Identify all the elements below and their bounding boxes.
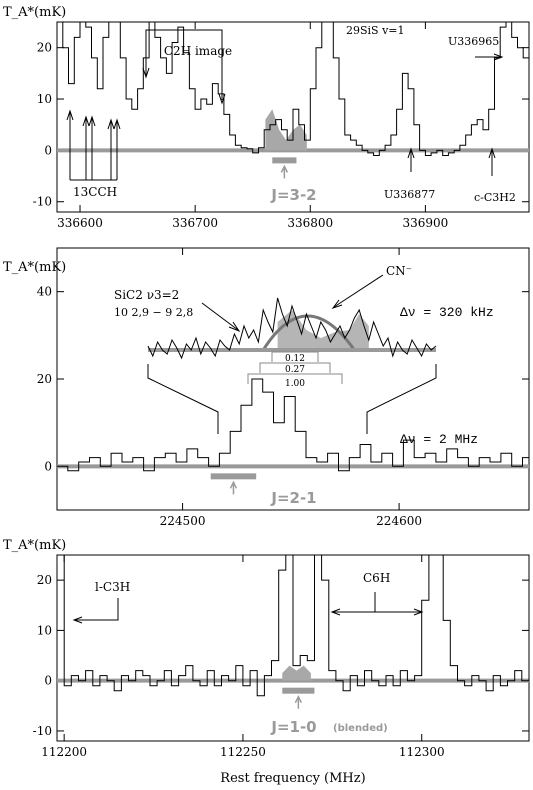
bottom-ylabel: T_A*(mK) <box>3 538 66 553</box>
top-label-u336965: U336965 <box>448 35 499 48</box>
panel-middle: 224500 224600 0 20 40 T_A*(mK) SiC2 ν3=2 10 … <box>3 247 530 528</box>
middle-ytick-label: 20 <box>37 372 52 386</box>
top-ytick-label: 0 <box>44 143 52 157</box>
middle-transition-label: J=2-1 <box>270 489 316 507</box>
middle-bar-arrowhead <box>229 480 238 489</box>
bottom-xtick-label: 112250 <box>220 745 266 759</box>
bottom-ytick-label: 10 <box>37 623 52 637</box>
middle-label-sic2-transition: 10 2,9 − 9 2,8 <box>114 306 193 319</box>
panel-middle-ticks: 224500 224600 0 20 40 <box>37 248 529 528</box>
bottom-label-c6h: C6H <box>363 571 390 585</box>
top-xtick-label: 336600 <box>57 216 103 230</box>
top-label-u336877: U336877 <box>384 188 435 201</box>
panel-bottom-data <box>57 554 530 709</box>
bottom-ytick-label: 0 <box>44 674 52 688</box>
middle-frequency-bar <box>210 473 257 480</box>
bottom-transition-label: J=1-0 <box>270 718 316 736</box>
middle-ytick-label: 0 <box>44 459 52 473</box>
top-frequency-bar <box>272 157 297 164</box>
bottom-arrow-c6h <box>330 592 424 616</box>
bottom-xlabel: Rest frequency (MHz) <box>220 771 365 786</box>
bracket-label-027: 0.27 <box>285 365 305 375</box>
top-xtick-label: 336700 <box>172 216 218 230</box>
bracket-label-012: 0.12 <box>285 354 305 364</box>
top-label-c-c3h2: c-C3H2 <box>474 191 516 204</box>
top-label-c2h-image: C2H image <box>164 44 232 58</box>
top-arrow-u336965 <box>475 53 504 61</box>
middle-annotation-2mhz: Δν = 2 MHz <box>400 432 478 447</box>
middle-ytick-label: 40 <box>37 285 52 299</box>
top-arrows-13cch <box>66 109 121 181</box>
inset-guide-right <box>366 364 437 434</box>
panel-top-frame <box>56 21 530 213</box>
bracket-label-100: 1.00 <box>285 379 305 389</box>
middle-label-cn-minus: CN⁻ <box>386 264 412 278</box>
middle-label-sic2: SiC2 ν3=2 <box>114 288 179 302</box>
middle-spectrum <box>57 378 529 472</box>
bottom-ytick-label: -10 <box>33 724 52 738</box>
panel-middle-inset <box>147 297 437 360</box>
bottom-filled-profile <box>282 665 311 681</box>
inset-spectrum <box>147 297 437 360</box>
top-ytick-label: 20 <box>37 41 52 55</box>
top-arrow-u336877 <box>407 147 415 172</box>
bottom-xtick-label: 112300 <box>399 745 445 759</box>
top-arrow-c-c3h2 <box>488 147 496 176</box>
top-bar-arrowhead <box>280 164 289 173</box>
middle-annotation-320khz: Δν = 320 kHz <box>400 305 494 320</box>
panel-top-data <box>57 21 530 179</box>
bottom-ytick-label: 20 <box>37 573 52 587</box>
middle-xtick-label: 224500 <box>160 514 206 528</box>
panel-bottom-ticks: 112200 112250 112300 -10 0 10 20 <box>33 555 529 759</box>
bottom-label-l-c3h: l-C3H <box>95 580 130 594</box>
panel-bottom: 112200 112250 112300 -10 0 10 20 T_A*(mK) l-C3… <box>3 538 530 786</box>
bottom-note-blended: (blended) <box>333 723 388 734</box>
panel-top-ticks: 336600 336700 336800 336900 -10 0 10 20 <box>33 22 529 230</box>
inset-guide-left <box>147 364 219 434</box>
panel-top: 336600 336700 336800 336900 -10 0 10 20 T_A*(mK… <box>3 5 530 230</box>
top-xtick-label: 336900 <box>402 216 448 230</box>
top-ytick-label: -10 <box>33 195 52 209</box>
bottom-spectrum <box>57 554 530 697</box>
top-label-29sis: 29SiS v=1 <box>346 24 405 37</box>
bottom-bar-arrowhead <box>294 694 303 704</box>
top-ylabel: T_A*(mK) <box>3 5 66 20</box>
bottom-arrow-l-c3h <box>72 598 119 624</box>
top-xtick-label: 336800 <box>287 216 333 230</box>
top-transition-label: J=3-2 <box>270 186 316 204</box>
top-ytick-label: 10 <box>37 92 52 106</box>
top-spectrum <box>57 21 530 156</box>
inset-brackets <box>247 351 343 384</box>
bottom-xtick-label: 112200 <box>41 745 87 759</box>
top-label-13cch: 13CCH <box>73 185 117 199</box>
middle-ylabel: T_A*(mK) <box>3 260 66 275</box>
bottom-frequency-bar <box>282 687 315 694</box>
top-annotation-c2h: C2H image <box>142 29 232 105</box>
panel-middle-data <box>57 378 529 495</box>
middle-xtick-label: 224600 <box>376 514 422 528</box>
